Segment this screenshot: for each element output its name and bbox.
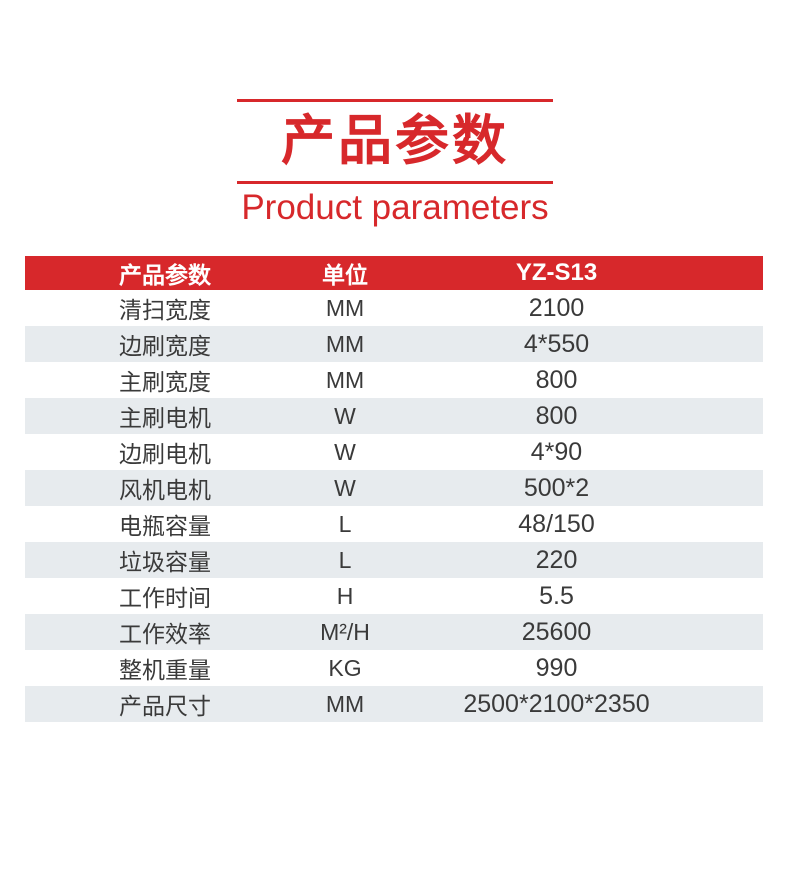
spec-unit-cell: MM [325, 294, 365, 321]
col-header-model: YZ-S13 [395, 256, 763, 290]
spec-unit-cell: MM [325, 690, 365, 717]
spec-name-cell: 清扫宽度 [119, 297, 211, 323]
spec-unit-cell: W [334, 474, 356, 501]
spec-value-cell: 4*550 [523, 329, 590, 358]
title-divider-bottom [237, 181, 553, 184]
spec-name-cell: 整机重量 [119, 657, 211, 683]
spec-name-cell: 风机电机 [119, 477, 211, 503]
spec-value-cell: 800 [535, 365, 578, 394]
table-row: 边刷电机 W 4*90 [25, 434, 763, 470]
col-header-parameter: 产品参数 [25, 256, 305, 290]
spec-value-cell: 25600 [521, 617, 592, 646]
spec-value-cell: 800 [535, 401, 578, 430]
spec-name-cell: 工作效率 [119, 621, 211, 647]
spec-table-body: 清扫宽度 MM 2100 边刷宽度 MM 4*550 主刷宽度 MM 800 主刷电机 W 800 边刷… [25, 290, 763, 722]
spec-name-cell: 主刷电机 [119, 405, 211, 431]
spec-table-header: 产品参数 单位 YZ-S13 [25, 256, 763, 290]
table-row: 风机电机 W 500*2 [25, 470, 763, 506]
spec-name-cell: 边刷宽度 [119, 333, 211, 359]
spec-value-cell: 4*90 [530, 437, 583, 466]
spec-name-cell: 产品尺寸 [119, 693, 211, 719]
spec-value-cell: 2100 [528, 293, 585, 322]
col-header-unit: 单位 [305, 256, 395, 290]
spec-value-cell: 500*2 [523, 473, 590, 502]
section-title-cn: 产品参数 [281, 111, 509, 171]
table-row: 工作效率 M²/H 25600 [25, 614, 763, 650]
table-row: 主刷电机 W 800 [25, 398, 763, 434]
spec-unit-cell: MM [325, 366, 365, 393]
spec-unit-cell: L [338, 510, 352, 537]
spec-name-cell: 电瓶容量 [119, 513, 211, 539]
spec-value-cell: 220 [535, 545, 578, 574]
spec-name-cell: 边刷电机 [119, 441, 211, 467]
table-row: 工作时间 H 5.5 [25, 578, 763, 614]
spec-unit-cell: W [334, 438, 356, 465]
spec-name-cell: 主刷宽度 [119, 369, 211, 395]
header-row: 产品参数 单位 YZ-S13 [25, 256, 763, 290]
spec-value-cell: 2500*2100*2350 [463, 689, 650, 718]
table-row: 垃圾容量 L 220 [25, 542, 763, 578]
spec-name-cell: 工作时间 [119, 585, 211, 611]
spec-value-cell: 5.5 [539, 581, 574, 610]
spec-unit-cell: H [336, 582, 354, 609]
table-row: 清扫宽度 MM 2100 [25, 290, 763, 326]
spec-unit-cell: W [334, 402, 356, 429]
spec-unit-cell: L [338, 546, 352, 573]
section-title: 产品参数 Product parameters [237, 99, 553, 225]
table-row: 边刷宽度 MM 4*550 [25, 326, 763, 362]
table-row: 整机重量 KG 990 [25, 650, 763, 686]
spec-value-cell: 990 [535, 653, 578, 682]
spec-value-cell: 48/150 [518, 509, 595, 538]
spec-unit-cell: M²/H [320, 618, 370, 645]
spec-table: 产品参数 单位 YZ-S13 清扫宽度 MM 2100 边刷宽度 MM 4*550 主刷宽度… [25, 256, 763, 722]
table-row: 电瓶容量 L 48/150 [25, 506, 763, 542]
spec-unit-cell: MM [325, 330, 365, 357]
spec-unit-cell: KG [328, 654, 362, 681]
title-divider-top [237, 99, 553, 102]
table-row: 产品尺寸 MM 2500*2100*2350 [25, 686, 763, 722]
section-title-en: Product parameters [241, 188, 549, 227]
table-row: 主刷宽度 MM 800 [25, 362, 763, 398]
spec-name-cell: 垃圾容量 [119, 549, 211, 575]
